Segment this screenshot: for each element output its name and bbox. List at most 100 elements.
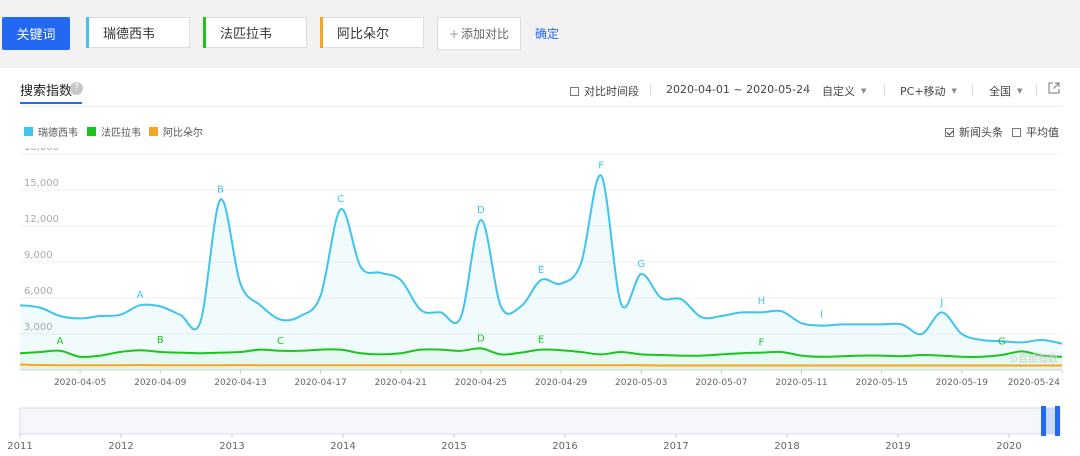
watermark-text: ⊙百度指数 [1010,352,1058,365]
legend-item-3[interactable]: 阿比朵尔 [149,124,203,139]
separator [650,84,651,96]
event-marker-C: C [337,194,344,205]
keyword-color-bar [203,17,206,48]
x-tick-label: 2020-05-03 [615,378,667,388]
series-line-3 [19,363,1062,367]
time-range-overview[interactable]: 2011 2012 2013 2014 2015 2016 2017 2018 2019 2020 [0,402,1080,456]
year-label: 2017 [663,441,688,452]
checkbox-icon [570,86,579,96]
event-marker-E: E [538,335,544,346]
keyword-input-1[interactable]: 瑞德西韦 [86,17,190,48]
y-tick-label: 15,000 [24,178,59,189]
year-label: 2019 [885,441,910,452]
add-compare-button[interactable]: + 添加对比 [437,17,521,50]
x-tick-label: 2020-04-17 [294,378,346,388]
year-label: 2013 [219,441,244,452]
event-marker-A: A [137,290,144,301]
legend-item-1[interactable]: 瑞德西韦 [24,124,78,139]
legend-label: 法匹拉韦 [101,128,141,139]
legend-swatch [149,127,158,136]
range-handle-right [1055,406,1060,436]
search-index-tab[interactable]: 搜索指数 [20,84,73,99]
year-label: 2020 [996,441,1021,452]
x-tick-label: 2020-05-07 [695,378,747,388]
legend-swatch [24,127,33,136]
legend-item-2[interactable]: 法匹拉韦 [87,124,141,139]
x-tick-label: 2020-04-29 [535,378,588,388]
legend-swatch [87,127,96,136]
y-tick-label: 12,000 [24,214,59,225]
region-select[interactable]: 全国 ▼ [989,83,1022,99]
keyword-input-3[interactable]: 阿比朵尔 [320,17,424,48]
tab-underline [20,102,82,104]
event-marker-E: E [538,265,544,276]
event-marker-D: D [477,205,485,216]
event-marker-C: C [277,336,284,347]
checkbox-icon [1012,127,1021,137]
event-marker-A: A [57,336,64,347]
event-marker-B: B [217,185,224,196]
x-tick-label: 2020-05-15 [855,378,907,388]
compare-period-toggle[interactable]: 对比时间段 [570,83,639,99]
keyword-label: 法匹拉韦 [220,27,273,42]
range-handle-left [1041,406,1046,436]
compare-period-label: 对比时间段 [584,85,639,98]
year-label: 2014 [330,441,355,452]
legend-label: 阿比朵尔 [163,128,203,139]
year-label: 2012 [108,441,133,452]
separator [1036,84,1037,96]
checkbox-checked-icon [945,127,954,137]
x-tick-label: 2020-04-13 [214,378,266,388]
overview-track [19,407,1061,435]
separator [884,84,885,96]
add-compare-label: 添加对比 [461,27,510,41]
series-line-1 [19,174,1063,345]
caret-down-icon: ▼ [1017,87,1023,95]
event-marker-D: D [477,333,485,344]
event-marker-F: F [598,161,604,172]
export-icon[interactable] [1047,81,1061,95]
x-tick-label: 2020-05-19 [936,378,989,388]
y-tick-label: 9,000 [24,250,53,261]
event-marker-F: F [759,338,765,349]
help-icon[interactable]: ? [70,82,83,95]
year-label: 2016 [552,441,577,452]
average-toggle[interactable]: 平均值 [1012,124,1059,140]
confirm-link[interactable]: 确定 [535,27,560,41]
event-marker-G: G [998,336,1006,347]
series-area-1 [20,175,1062,370]
event-marker-I: I [820,309,823,320]
x-tick-label: 2020-04-25 [455,378,507,388]
date-range-picker[interactable]: 2020-04-01 ~ 2020-05-24 [666,83,810,96]
x-tick-label: 2020-04-05 [54,378,106,388]
keyword-input-2[interactable]: 法匹拉韦 [203,17,307,48]
legend-label: 瑞德西韦 [38,128,78,139]
device-select[interactable]: PC+移动 ▼ [900,83,957,99]
keyword-tab-button[interactable]: 关键词 [2,17,70,50]
average-label: 平均值 [1026,126,1059,139]
x-tick-label: 2020-05-24 [1008,378,1061,388]
search-index-chart[interactable]: 18,000 15,000 12,000 9,000 6,000 3,000 B C D A E F G… [0,148,1080,388]
device-label: PC+移动 [900,85,946,98]
period-label: 自定义 [822,85,855,98]
y-tick-label: 3,000 [24,322,53,333]
x-tick-label: 2020-04-21 [375,378,427,388]
caret-down-icon: ▼ [861,87,867,95]
separator [806,84,807,96]
x-tick-label: 2020-05-11 [775,378,827,388]
news-headlines-toggle[interactable]: 新闻头条 [945,124,1003,140]
keyword-color-bar [86,17,89,48]
region-label: 全国 [989,85,1011,98]
keyword-label: 阿比朵尔 [337,27,390,42]
divider [20,106,1062,107]
keyword-label: 瑞德西韦 [103,27,156,42]
x-tick-label: 2020-04-09 [134,378,187,388]
event-marker-G: G [637,259,645,270]
date-range-label: 2020-04-01 ~ 2020-05-24 [666,83,811,96]
y-tick-label: 6,000 [24,286,53,297]
news-headlines-label: 新闻头条 [959,126,1003,139]
caret-down-icon: ▼ [951,87,957,95]
event-marker-J: J [939,297,943,308]
series-line-2 [19,347,1063,359]
period-select[interactable]: 自定义 ▼ [822,83,866,99]
